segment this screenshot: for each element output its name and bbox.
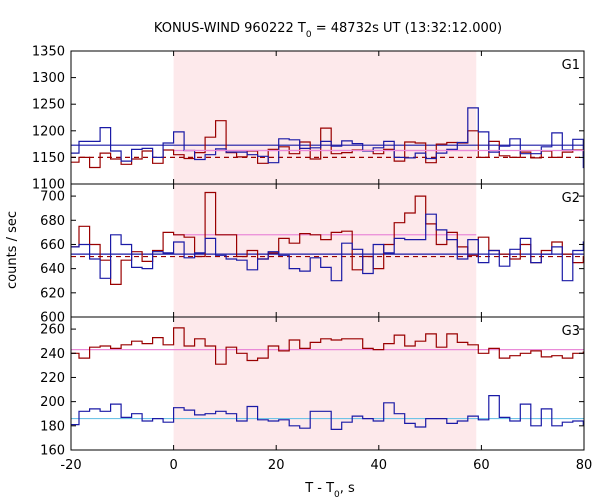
y-axis-label: counts / sec <box>5 211 20 289</box>
y-tick-label: 1150 <box>32 151 65 166</box>
series-blue-g2 <box>71 213 584 282</box>
y-tick-label: 260 <box>40 323 65 338</box>
x-axis-label: T - T0, s <box>304 481 355 500</box>
y-tick-label: 220 <box>40 371 65 386</box>
x-tick-label: 20 <box>268 458 285 473</box>
plot-area: 110011501200125013001350G160062064066068… <box>32 45 592 474</box>
y-tick-label: 660 <box>40 238 65 253</box>
panel-g3: 160 180 200 220 240 260 G3 <box>40 316 585 459</box>
y-tick-label: 680 <box>40 214 65 229</box>
y-tick-label: 600 <box>40 311 65 326</box>
series-red-g3 <box>71 327 584 365</box>
y-tick-label: 1200 <box>32 124 65 139</box>
series-blue-g1 <box>71 107 584 169</box>
y-tick-label: 240 <box>40 347 65 362</box>
series-red-g2 <box>71 191 584 285</box>
x-tick-label: 60 <box>473 458 490 473</box>
x-tick-label: 40 <box>371 458 388 473</box>
y-tick-label: 700 <box>40 190 65 205</box>
x-tick-label: 0 <box>169 458 177 473</box>
chart-title: KONUS-WIND 960222 T0 = 48732s UT (13:32:… <box>154 21 502 40</box>
x-tick-label: -20 <box>60 458 81 473</box>
panel-label: G2 <box>562 191 580 206</box>
y-tick-label: 1100 <box>32 178 65 193</box>
x-tick-label: 80 <box>576 458 593 473</box>
panel-g1: 1100 1150 1200 1250 1300 1350 G1 <box>32 45 585 193</box>
y-tick-label: 160 <box>40 444 65 459</box>
shaded-interval <box>173 51 477 450</box>
y-tick-label: 620 <box>40 286 65 301</box>
y-tick-label: 1350 <box>32 45 65 60</box>
y-tick-label: 180 <box>40 419 65 434</box>
panel-frame <box>70 316 585 451</box>
panel-label: G1 <box>562 58 580 73</box>
y-tick-label: 640 <box>40 262 65 277</box>
panel-label: G3 <box>562 324 580 339</box>
series-blue-g3 <box>71 395 584 430</box>
y-tick-label: 1300 <box>32 71 65 86</box>
y-tick-label: 200 <box>40 395 65 410</box>
panel-g2: 600 620 640 660 680 700 G2 <box>40 183 585 326</box>
y-tick-label: 1250 <box>32 98 65 113</box>
